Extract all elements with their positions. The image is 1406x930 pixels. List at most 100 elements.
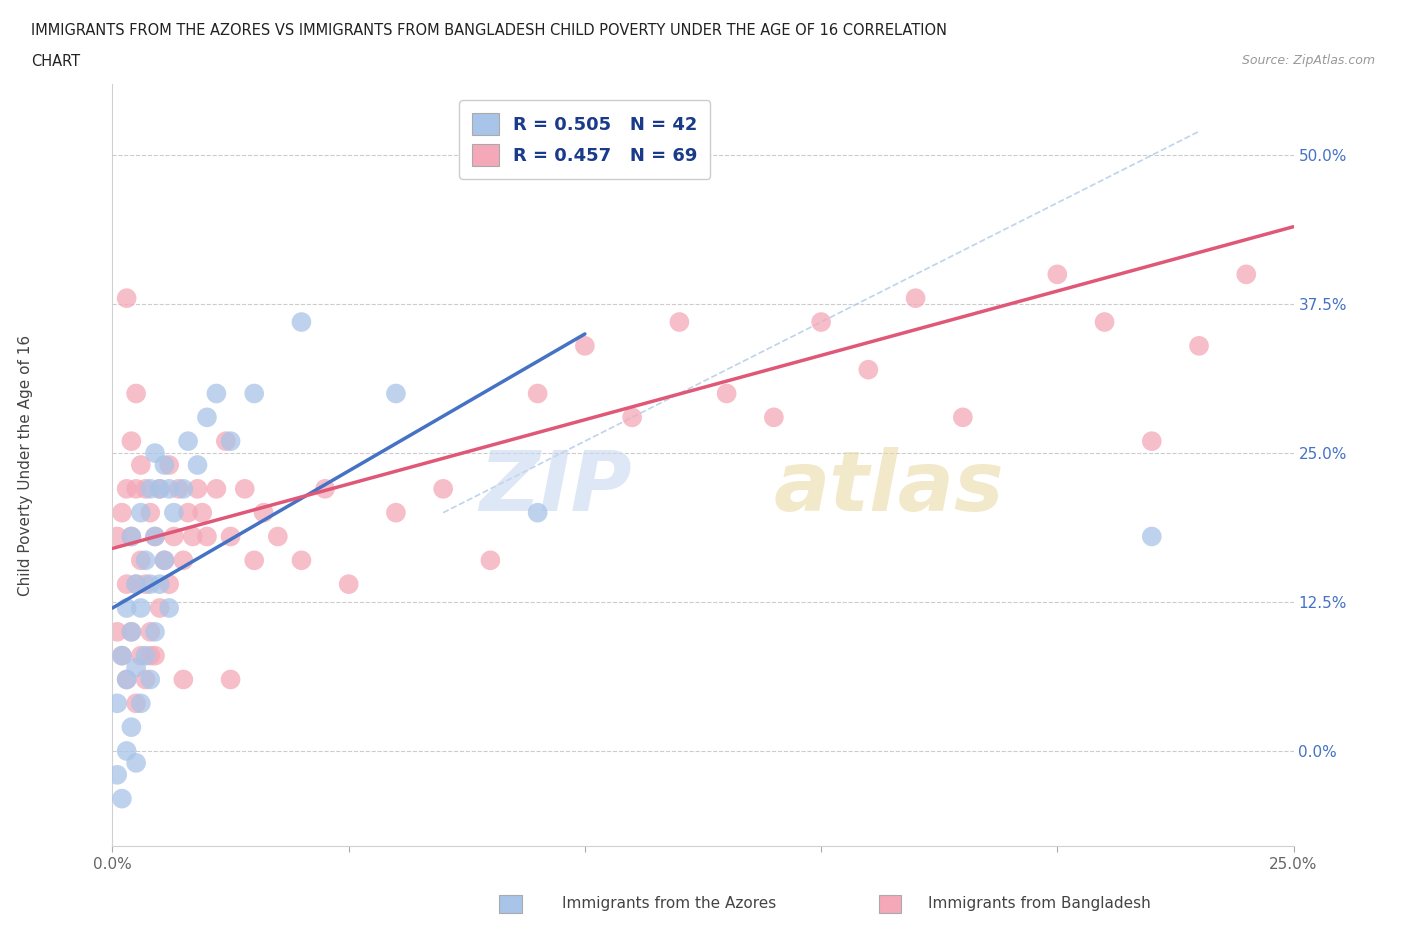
Point [125, 755, 148, 770]
Point [177, 505, 200, 520]
Point [115, 672, 138, 687]
Point [163, 505, 186, 520]
Point [205, 482, 228, 497]
Point [172, 672, 194, 687]
Point [526, 386, 548, 401]
Point [432, 482, 454, 497]
Text: CHART: CHART [31, 54, 80, 69]
Point [716, 386, 738, 401]
Point [135, 577, 157, 591]
Text: IMMIGRANTS FROM THE AZORES VS IMMIGRANTS FROM BANGLADESH CHILD POVERTY UNDER THE: IMMIGRANTS FROM THE AZORES VS IMMIGRANTS… [31, 23, 946, 38]
Point [111, 505, 134, 520]
Point [120, 433, 142, 448]
Point [668, 314, 690, 329]
Point [139, 577, 162, 591]
Point [762, 410, 785, 425]
Point [125, 577, 148, 591]
Point [115, 672, 138, 687]
Point [111, 791, 134, 806]
Point [125, 386, 148, 401]
Point [143, 624, 166, 639]
Point [172, 482, 194, 497]
Point [904, 291, 927, 306]
Point [195, 529, 218, 544]
Point [172, 552, 194, 567]
Point [858, 363, 880, 378]
Point [267, 529, 290, 544]
Point [195, 410, 218, 425]
Point [233, 482, 256, 497]
Point [219, 433, 242, 448]
Point [125, 696, 148, 711]
Point [120, 624, 142, 639]
Point [120, 720, 142, 735]
Point [157, 601, 180, 616]
Point [143, 648, 166, 663]
Point [115, 744, 138, 759]
Point [129, 505, 152, 520]
Point [215, 433, 238, 448]
Point [115, 291, 138, 306]
Point [243, 386, 266, 401]
Point [105, 696, 128, 711]
Point [135, 482, 157, 497]
Point [952, 410, 974, 425]
Point [143, 529, 166, 544]
Point [1094, 314, 1116, 329]
Point [125, 577, 148, 591]
Point [205, 386, 228, 401]
Point [181, 529, 204, 544]
Point [153, 458, 176, 472]
Point [120, 529, 142, 544]
Point [129, 552, 152, 567]
Point [135, 672, 157, 687]
Text: Immigrants from the Azores: Immigrants from the Azores [562, 897, 776, 911]
Point [115, 601, 138, 616]
Point [105, 767, 128, 782]
Point [143, 445, 166, 460]
Text: atlas: atlas [773, 447, 1004, 528]
Point [149, 601, 172, 616]
Point [139, 624, 162, 639]
Point [1046, 267, 1069, 282]
Point [143, 529, 166, 544]
Point [153, 552, 176, 567]
Point [621, 410, 644, 425]
Point [479, 552, 502, 567]
Point [129, 696, 152, 711]
Point [191, 505, 214, 520]
Point [290, 552, 312, 567]
Point [385, 505, 408, 520]
Point [125, 660, 148, 675]
Point [149, 482, 172, 497]
Point [314, 482, 336, 497]
Point [111, 648, 134, 663]
Point [167, 482, 190, 497]
Point [139, 648, 162, 663]
Point [105, 624, 128, 639]
Point [290, 314, 312, 329]
Point [125, 482, 148, 497]
Point [120, 624, 142, 639]
Point [157, 482, 180, 497]
Point [149, 482, 172, 497]
Point [157, 577, 180, 591]
Point [115, 482, 138, 497]
Text: Source: ZipAtlas.com: Source: ZipAtlas.com [1241, 54, 1375, 67]
Point [177, 433, 200, 448]
Point [186, 458, 208, 472]
Point [139, 482, 162, 497]
Point [120, 529, 142, 544]
Point [1140, 433, 1163, 448]
Point [253, 505, 276, 520]
Point [129, 458, 152, 472]
Point [243, 552, 266, 567]
Point [219, 529, 242, 544]
Point [526, 505, 548, 520]
Point [385, 386, 408, 401]
Point [149, 577, 172, 591]
Point [219, 672, 242, 687]
Point [115, 577, 138, 591]
Legend: R = 0.505   N = 42, R = 0.457   N = 69: R = 0.505 N = 42, R = 0.457 N = 69 [460, 100, 710, 179]
Point [139, 672, 162, 687]
